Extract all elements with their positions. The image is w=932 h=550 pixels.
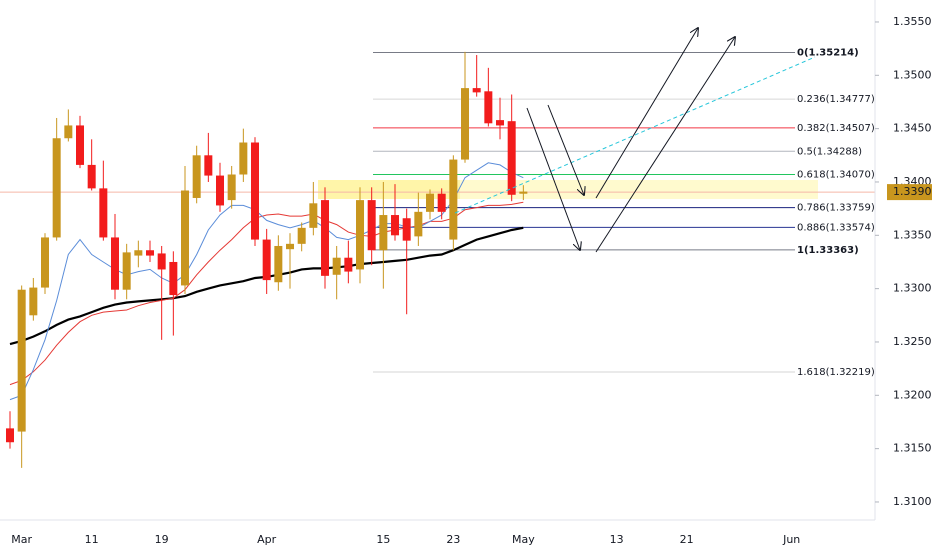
axis-layer: 1.31000 1.31500 1.32000 1.32500 1.33000 1.335… — [11, 15, 932, 546]
trend-line — [454, 56, 816, 214]
candle-body — [274, 245, 283, 283]
y-tick-label: 1.33000 — [893, 282, 932, 295]
candle-body — [286, 243, 295, 250]
y-tick-label: 1.32500 — [893, 335, 932, 348]
candle-body — [507, 121, 516, 195]
candle-body — [496, 120, 505, 126]
moving-average — [9, 201, 524, 386]
x-tick-label: 15 — [376, 533, 390, 546]
candle-body — [52, 138, 61, 238]
drawings — [454, 28, 816, 253]
last-price-label: 1.33905 — [893, 185, 932, 198]
candle-body — [17, 289, 26, 432]
x-tick-label: 23 — [446, 533, 460, 546]
candle-body — [484, 91, 493, 124]
fib-label: 0.382(1.34507) — [797, 123, 875, 134]
candle-body — [64, 125, 73, 139]
x-tick-label: 19 — [155, 533, 169, 546]
candle-body — [111, 237, 120, 290]
x-tick-label: 21 — [680, 533, 694, 546]
fib-label: 0(1.35214) — [797, 47, 859, 58]
y-tick-label: 1.31500 — [893, 442, 932, 455]
candle-body — [239, 142, 248, 175]
y-tick-label: 1.33500 — [893, 228, 932, 241]
candle-body — [344, 257, 353, 272]
x-tick-label: 13 — [610, 533, 624, 546]
candle-body — [426, 193, 435, 212]
candle-body — [146, 250, 155, 256]
x-tick-label: 11 — [85, 533, 99, 546]
highlight-zone-core — [318, 180, 460, 199]
arrow — [547, 104, 584, 195]
candle-body — [356, 200, 365, 270]
candle-body — [87, 164, 96, 189]
candle-body — [227, 174, 236, 201]
candle-body — [181, 190, 190, 286]
moving-average — [9, 162, 524, 401]
candle-body — [414, 211, 423, 237]
candle-body — [297, 227, 306, 244]
y-tick-label: 1.35000 — [893, 68, 932, 81]
x-tick-label: Mar — [11, 533, 32, 546]
candle-body — [437, 193, 446, 212]
background-layer — [318, 180, 818, 199]
candle-body — [204, 155, 213, 176]
arrow — [595, 37, 735, 253]
candle-body — [449, 159, 458, 240]
fib-label: 0.886(1.33574) — [797, 222, 875, 233]
fib-label: 0.786(1.33759) — [797, 203, 875, 214]
fib-label: 0.236(1.34777) — [797, 94, 875, 105]
y-tick-label: 1.34500 — [893, 122, 932, 135]
candle-body — [157, 253, 166, 270]
arrow — [526, 107, 580, 250]
last-price-box — [887, 184, 932, 201]
candle-body — [262, 239, 271, 281]
candle-body — [461, 88, 470, 160]
arrow — [595, 28, 698, 199]
x-tick-label: Jun — [782, 533, 800, 546]
candle-body — [379, 215, 388, 251]
candle-body — [321, 200, 330, 276]
candle-body — [367, 200, 376, 251]
x-tick-label: Apr — [257, 533, 277, 546]
candle-body — [309, 203, 318, 228]
candle-body — [76, 125, 85, 165]
candle-layer — [6, 51, 528, 468]
candle-body — [332, 257, 341, 275]
fib-label: 1.618(1.32219) — [797, 367, 875, 378]
candle-body — [391, 215, 400, 236]
candle-body — [251, 142, 260, 240]
fib-label: 0.618(1.34070) — [797, 170, 875, 181]
candle-body — [41, 237, 50, 288]
y-tick-label: 1.35500 — [893, 15, 932, 28]
y-tick-label: 1.31000 — [893, 495, 932, 508]
candle-body — [122, 252, 131, 290]
fib-label: 1(1.33363) — [797, 245, 859, 256]
x-tick-label: May — [512, 533, 535, 546]
candle-body — [519, 191, 528, 194]
candle-body — [472, 88, 481, 93]
candle-body — [402, 218, 411, 241]
fib-label: 0.5(1.34288) — [797, 146, 862, 157]
candle-body — [6, 428, 14, 443]
candle-body — [169, 261, 178, 296]
candle-body — [29, 287, 38, 316]
candle-body — [99, 188, 108, 238]
candle-body — [216, 175, 225, 206]
y-tick-label: 1.32000 — [893, 388, 932, 401]
candle-body — [192, 155, 201, 198]
candle-body — [134, 250, 143, 256]
